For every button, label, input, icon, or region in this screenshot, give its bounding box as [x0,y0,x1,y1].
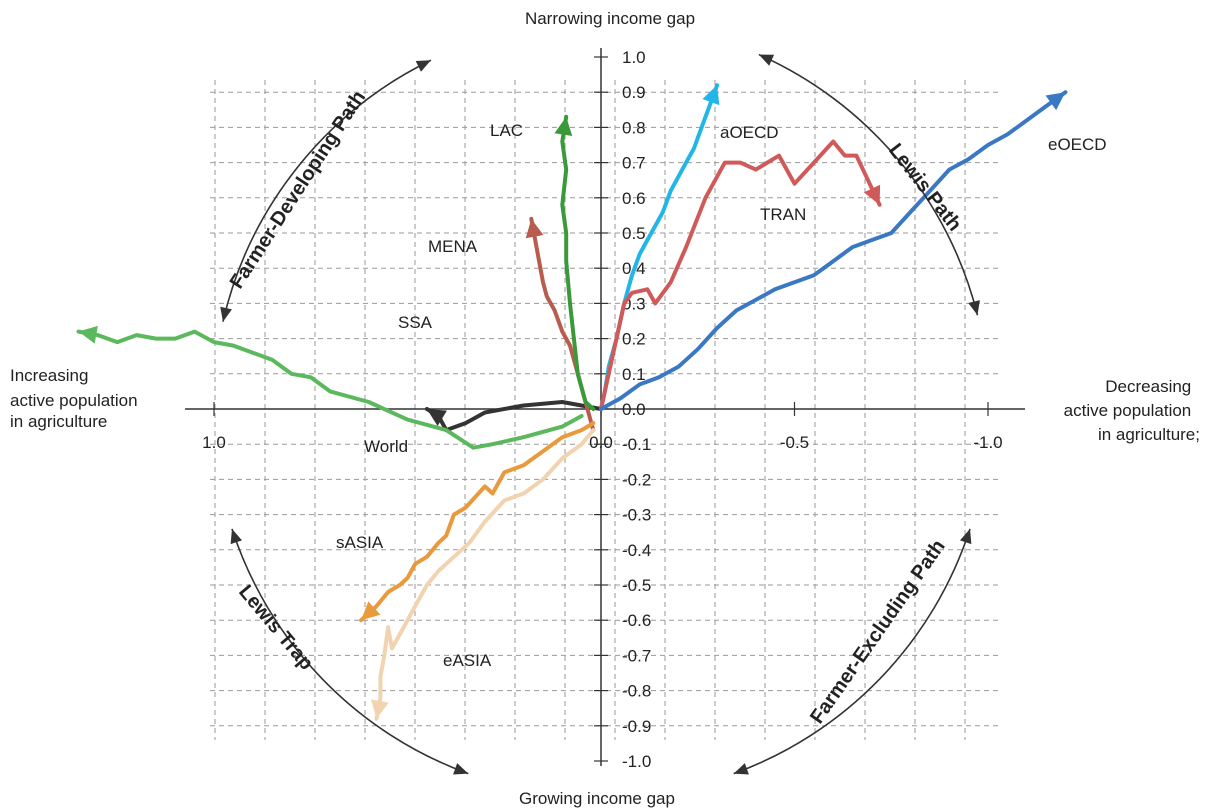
y-tick-label: 1.0 [622,48,646,67]
arc-farmer-developing [222,59,432,322]
arc-arrowhead [968,300,980,316]
x-tick-label: -0.5 [780,433,809,452]
series-label-sasia: sASIA [336,533,384,552]
right-label-line-2: active population [1064,401,1192,420]
y-tick-label: -0.4 [622,541,651,560]
y-tick-label: 0.0 [622,400,646,419]
path-label-lewis-trap: Lewis Trap [234,581,317,674]
series-arrowhead-tran [863,184,881,205]
series-arrowhead-easia [370,699,389,719]
y-tick-label: -1.0 [622,752,651,771]
arc-arrowhead [230,528,243,545]
series-label-mena: MENA [428,237,478,256]
x-tick-label: -1.0 [973,433,1002,452]
series-arrowhead-lac [554,116,573,137]
series-arrowhead-eoecd [1045,92,1066,111]
series-label-tran: TRAN [760,205,806,224]
y-tick-label: -0.5 [622,576,651,595]
bottom-label: Growing income gap [519,789,675,808]
series-line-world [424,400,603,433]
arc-arrowhead [959,528,972,545]
series-line-aoecd [599,83,720,411]
y-tick-label: 0.9 [622,83,646,102]
arc-arrowhead [733,763,749,775]
y-tick-label: -0.1 [622,435,651,454]
series-label-aoecd: aOECD [720,123,779,142]
arc-arrowhead [758,54,775,66]
arc-arrowhead [415,60,431,72]
y-tick-label: -0.6 [622,611,651,630]
path-label-farmer-excluding: Farmer-Excluding Path [806,536,950,728]
series-arrowhead-world [426,409,447,427]
arc-lewis-path [758,53,979,316]
series-line-tran [599,139,882,411]
series-label-eoecd: eOECD [1048,135,1107,154]
path-label-lewis-path: Lewis Path [884,140,966,236]
series-label-lac: LAC [490,121,523,140]
right-label-line-3: in agriculture; [1098,425,1200,444]
right-label-line-1: Decreasing [1105,377,1191,396]
left-label-line-1: Increasing [10,366,88,385]
series-line-easia [374,428,596,721]
top-label: Narrowing income gap [525,9,695,28]
series-arrowhead-mena [525,218,544,239]
path-label-farmer-developing: Farmer-Developing Path [226,87,370,293]
arc-lewis-trap [231,528,469,775]
y-tick-label: -0.9 [622,717,651,736]
left-label-line-3: in agriculture [10,412,107,431]
right-label: Decreasing active population in agricult… [1064,377,1200,444]
series-label-world: World [364,437,408,456]
x-ticks: 1.0 0.0 -0.5 -1.0 [202,402,1003,452]
arc-farmer-excluding [733,528,971,775]
arc-arrowhead [453,763,469,775]
y-tick-label: 0.2 [622,330,646,349]
series-line-sasia [359,421,596,623]
series-label-ssa: SSA [398,313,433,332]
y-tick-label: 0.7 [622,154,646,173]
series-arrowhead-sasia [361,601,381,621]
left-label: Increasing active population in agricult… [10,366,142,431]
x-tick-label: 0.0 [589,433,613,452]
y-tick-label: 0.6 [622,189,646,208]
y-tick-label: -0.3 [622,506,651,525]
series-line-eoecd [599,90,1068,411]
y-tick-label: -0.7 [622,646,651,665]
y-tick-label: 0.5 [622,224,646,243]
y-tick-label: 0.8 [622,118,646,137]
series-arrowhead-ssa [78,325,98,344]
y-tick-label: 0.1 [622,365,646,384]
left-label-line-2: active population [10,391,138,410]
series-label-easia: eASIA [443,651,492,670]
y-tick-label: -0.8 [622,682,651,701]
x-tick-label: 1.0 [202,433,226,452]
series-arrowhead-aoecd [702,85,720,106]
series-group [76,83,1068,721]
arc-arrowhead [220,306,232,322]
path-arcs [220,53,980,775]
series-line-lac [560,114,596,411]
series-line-ssa [76,329,584,450]
y-tick-label: -0.2 [622,470,651,489]
